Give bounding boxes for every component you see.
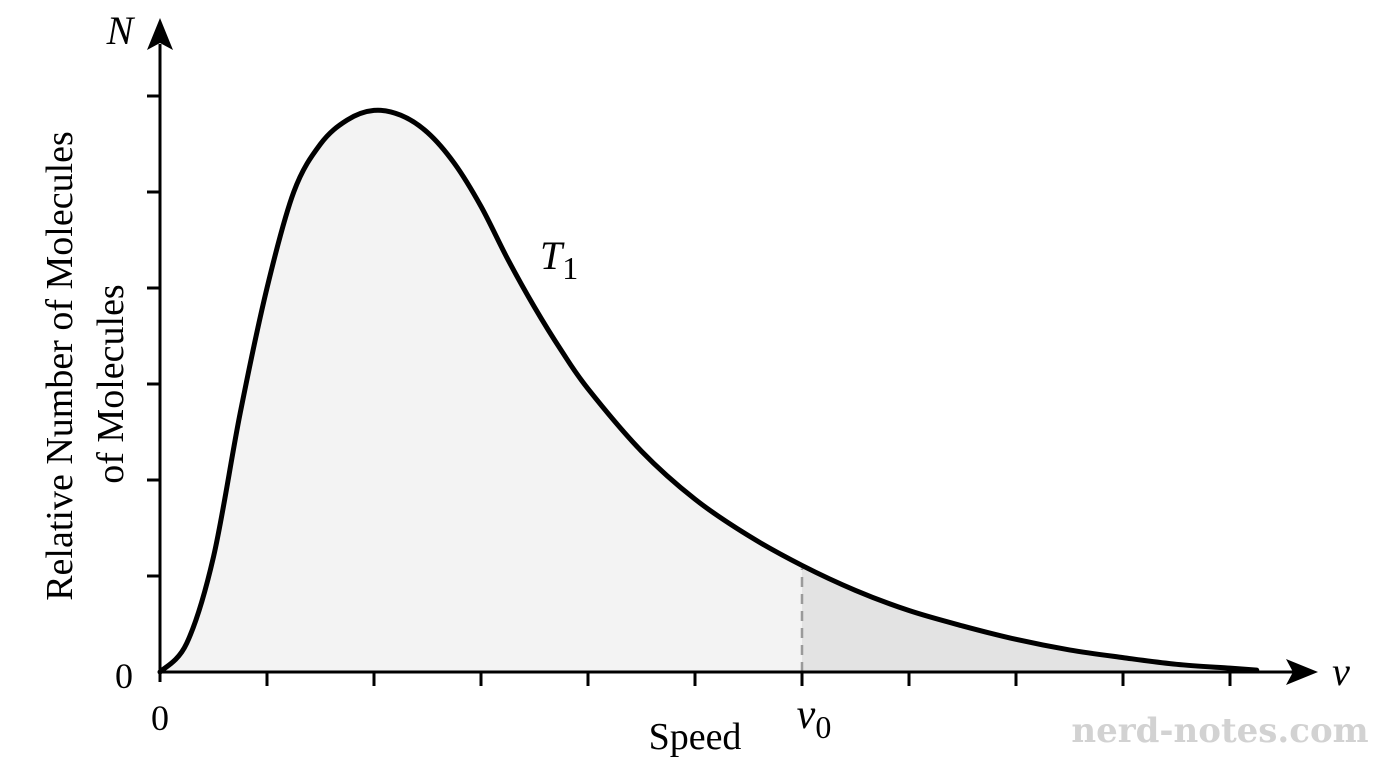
y-origin-label: 0 xyxy=(115,656,133,696)
y-axis-label-line-2: of Molecules xyxy=(90,284,132,483)
x-origin-label: 0 xyxy=(151,698,169,738)
y-axis-label-line-1: Relative Number of Molecules xyxy=(39,131,81,601)
axes xyxy=(147,18,1318,686)
x-ticks xyxy=(265,672,1232,686)
v0-label-subscript: 0 xyxy=(815,709,831,745)
area-above-v0 xyxy=(802,565,1257,672)
v0-label: v0 xyxy=(797,692,832,745)
series-label-t1: T1 xyxy=(540,233,578,286)
x-axis-label: Speed xyxy=(649,716,742,758)
area-layer xyxy=(160,110,1257,673)
series-label-main: T xyxy=(540,233,565,278)
y-ticks xyxy=(147,94,160,578)
watermark: nerd-notes.com xyxy=(1071,711,1368,751)
series-label-subscript: 1 xyxy=(562,250,578,286)
x-axis-symbol: v xyxy=(1332,649,1350,694)
distribution-curve-t1 xyxy=(157,107,1260,675)
x-axis-arrow-icon xyxy=(1286,659,1318,685)
area-below-v0 xyxy=(160,110,802,673)
y-axis-arrow-icon xyxy=(147,18,173,50)
v0-label-main: v xyxy=(797,692,816,738)
y-axis-symbol: N xyxy=(106,8,136,53)
